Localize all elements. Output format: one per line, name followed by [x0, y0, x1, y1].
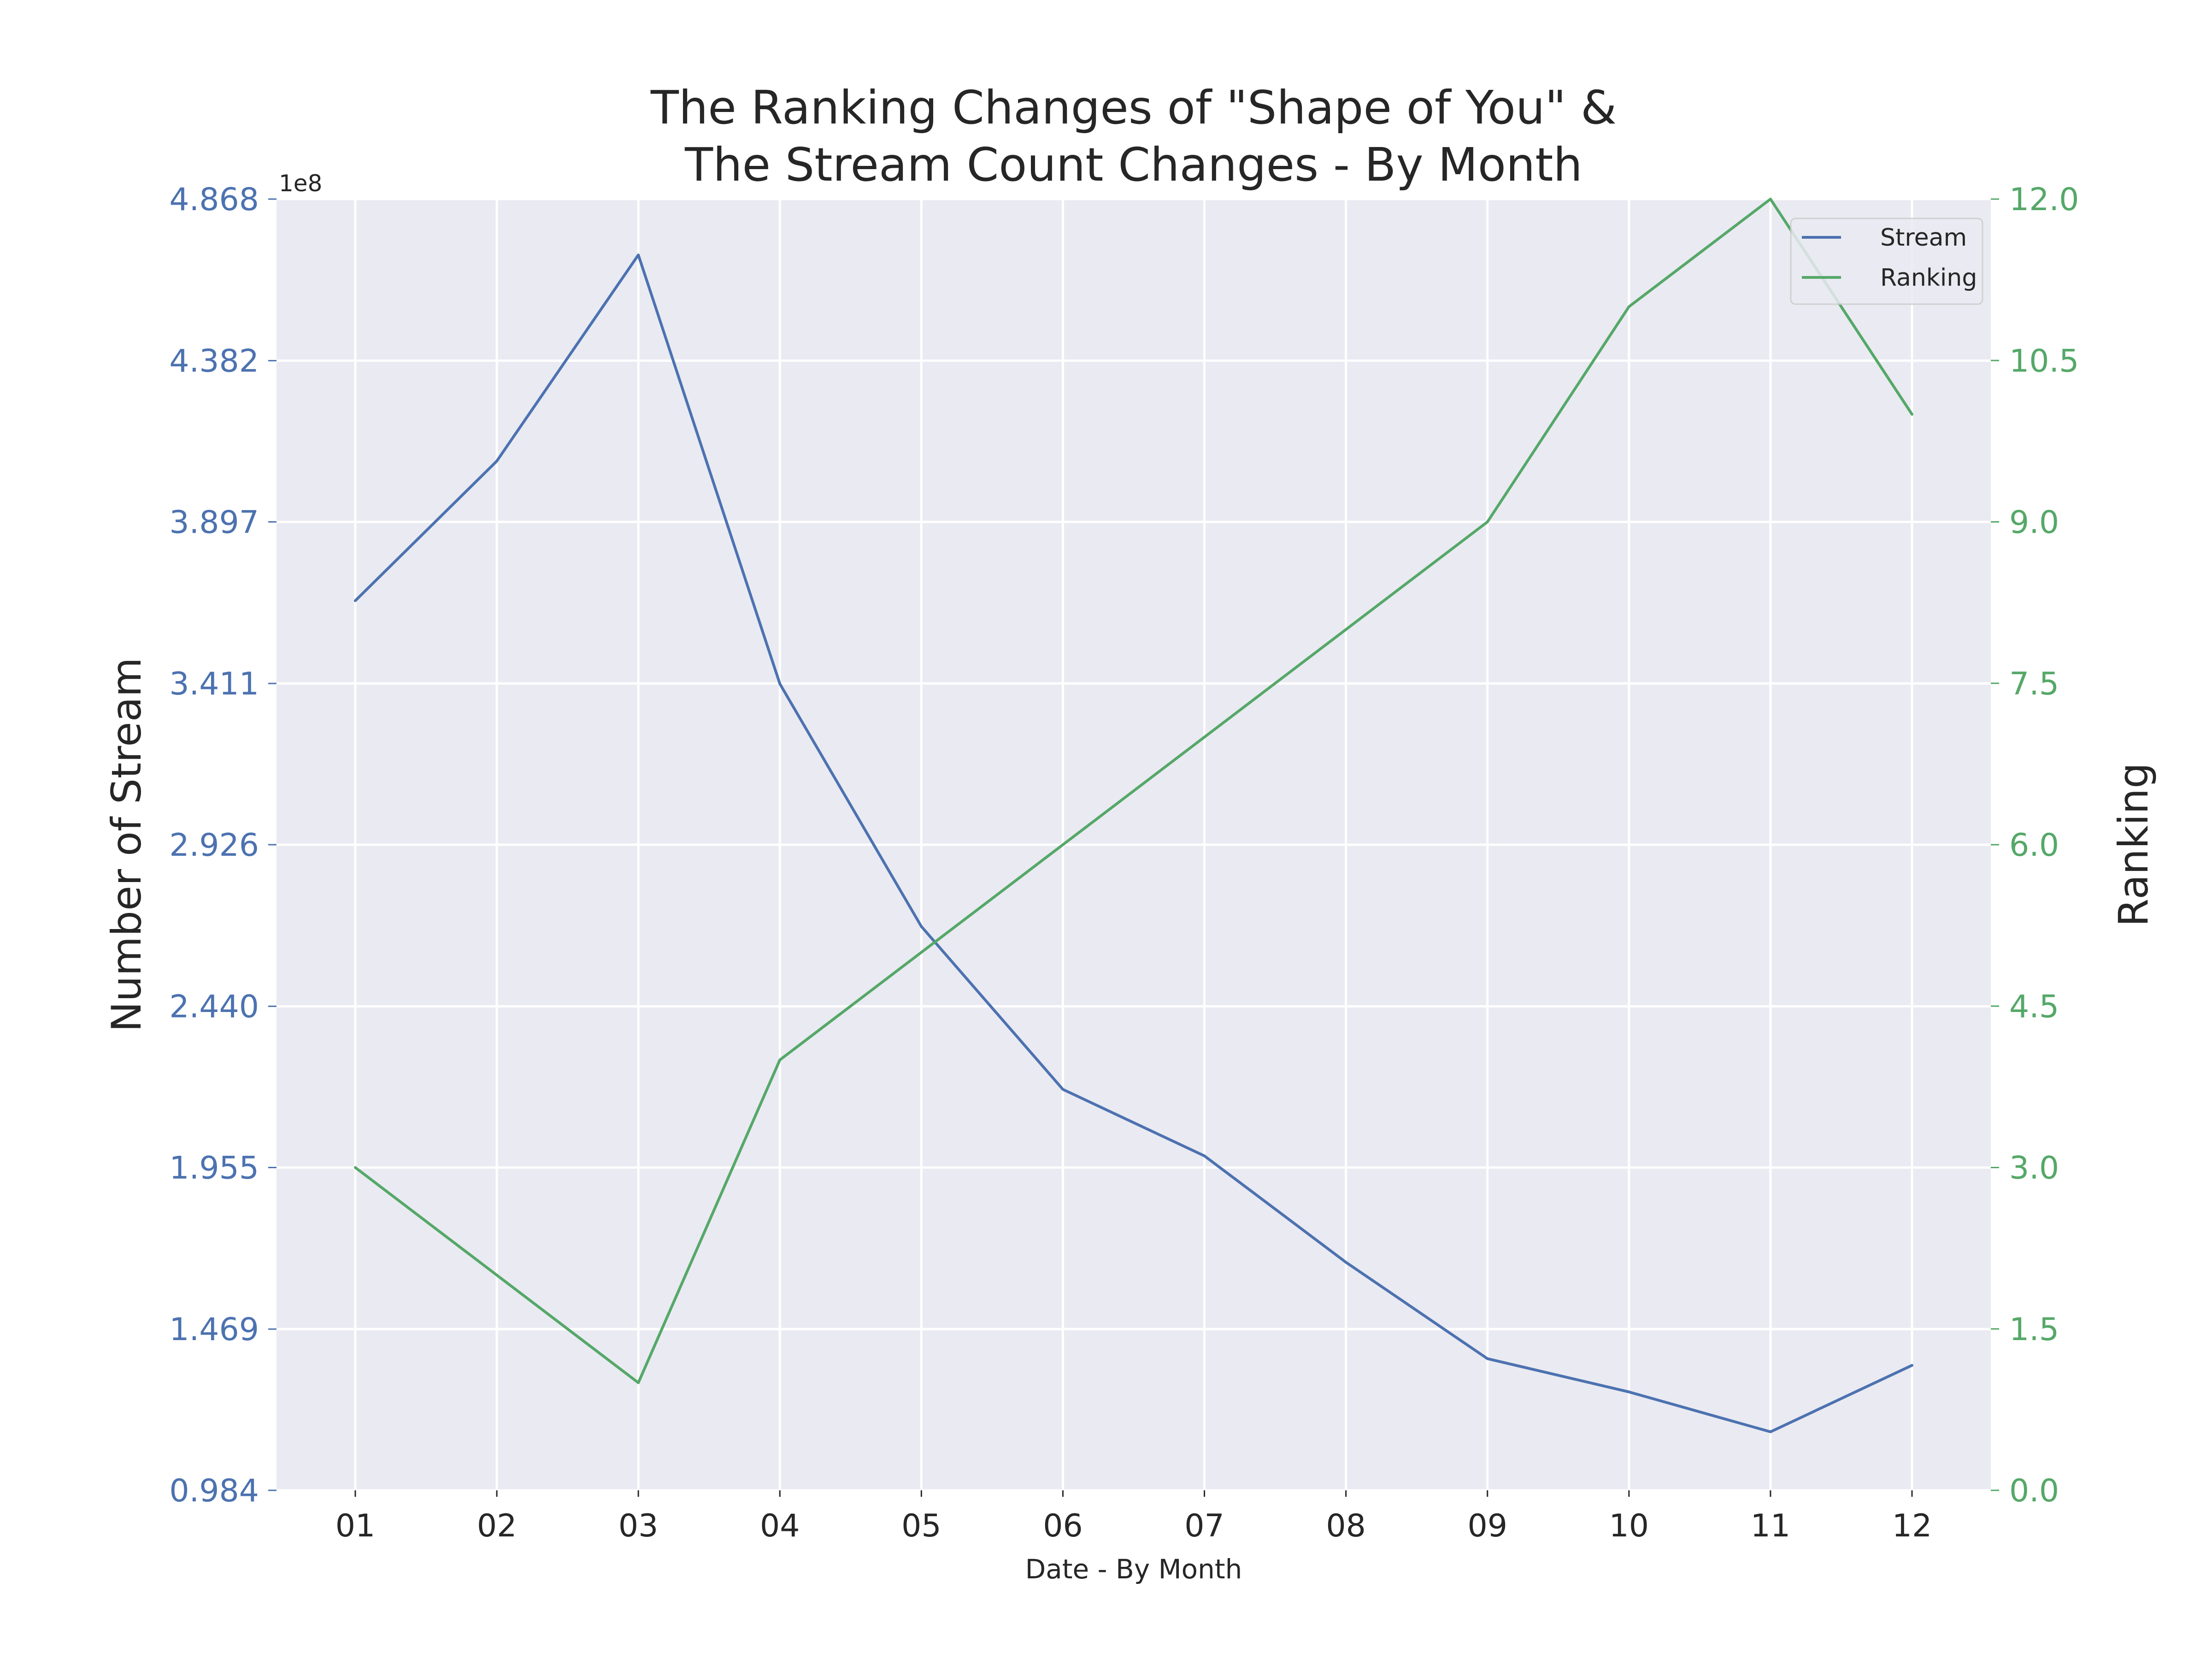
x-tick-label: 01 [335, 1508, 376, 1544]
y-right-tick-label: 3.0 [2009, 1150, 2059, 1187]
x-tick-label: 02 [477, 1508, 517, 1544]
y-left-tick-label: 2.440 [169, 989, 259, 1025]
x-tick-label: 08 [1326, 1508, 1366, 1544]
x-tick-label: 04 [760, 1508, 800, 1544]
y-left-tick-label: 4.382 [169, 343, 259, 380]
y-left-tick-label: 3.411 [169, 666, 259, 702]
y-left-tick-label: 1.955 [169, 1150, 259, 1187]
y-right-tick-label: 9.0 [2009, 505, 2059, 541]
x-tick-label: 12 [1892, 1508, 1932, 1544]
y-axis-left-label: Number of Stream [103, 658, 150, 1032]
series-lines [354, 198, 1913, 1434]
grid [276, 198, 1991, 1492]
chart-title-line-2: The Stream Count Changes - By Month [684, 138, 1583, 192]
y-left-tick-label: 0.984 [169, 1473, 259, 1509]
x-tick-label: 06 [1043, 1508, 1083, 1544]
ticks: 01 02 03 04 05 06 07 08 09 10 11 12 0.984 1.469 1.955 2… [169, 182, 2079, 1544]
legend-box [1790, 218, 1983, 305]
y-right-tick-label: 7.5 [2009, 666, 2059, 702]
x-tick-label: 03 [618, 1508, 659, 1544]
y-right-tick-label: 1.5 [2009, 1312, 2059, 1348]
y-left-tick-label: 2.926 [169, 827, 259, 864]
x-tick-label: 07 [1184, 1508, 1224, 1544]
y-right-tick-label: 4.5 [2009, 988, 2059, 1025]
series-line-ranking [354, 198, 1913, 1384]
y-right-tick-label: 6.0 [2009, 827, 2059, 864]
y-left-tick-label: 4.868 [169, 182, 259, 218]
y-right-tick-label: 10.5 [2009, 343, 2079, 379]
x-tick-label: 09 [1467, 1508, 1507, 1544]
x-tick-label: 11 [1751, 1508, 1791, 1544]
x-tick-label: 05 [901, 1508, 941, 1544]
chart-title-line-1: The Ranking Changes of "Shape of You" & [650, 81, 1617, 135]
y-left-tick-label: 1.469 [169, 1312, 259, 1348]
x-axis-label: Date - By Month [1025, 1553, 1242, 1585]
y-left-tick-label: 3.897 [169, 505, 259, 541]
y-right-tick-label: 12.0 [2009, 182, 2079, 218]
y-right-tick-label: 0.0 [2009, 1473, 2059, 1509]
legend: Stream Ranking [1790, 218, 1983, 305]
y-axis-right-label: Ranking [2110, 763, 2157, 927]
x-tick-label: 10 [1609, 1508, 1649, 1544]
legend-label-stream: Stream [1880, 224, 1967, 252]
series-line-stream [354, 253, 1913, 1434]
y-axis-left-offset: 1e8 [279, 170, 322, 197]
legend-label-ranking: Ranking [1880, 264, 1977, 292]
